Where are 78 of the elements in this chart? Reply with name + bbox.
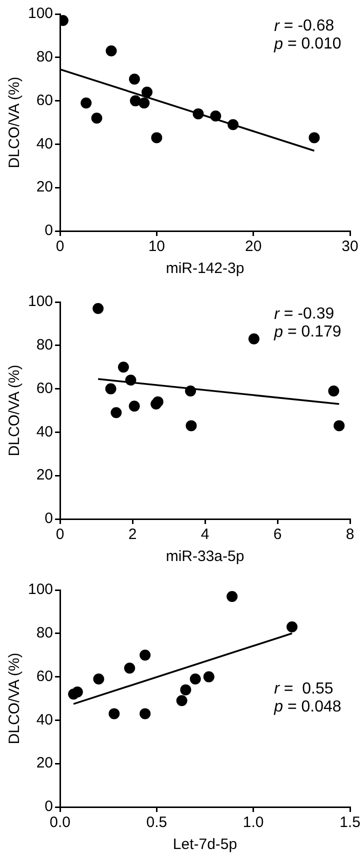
point [203, 671, 214, 682]
point [91, 112, 102, 124]
point [125, 374, 136, 386]
point [128, 74, 140, 85]
y-tick-label: 100 [28, 581, 54, 598]
y-tick-label: 80 [36, 48, 54, 66]
y-tick-label: 0 [44, 222, 54, 240]
x-tick-label: 1.5 [340, 814, 360, 832]
x-tick-label: 10 [148, 238, 166, 256]
y-tick-label: 20 [36, 754, 54, 772]
y-tick-label: 60 [36, 668, 54, 685]
annotation: r = -0.68 [274, 18, 334, 35]
y-tick-label: 100 [28, 293, 54, 310]
point [308, 132, 320, 144]
x-tick-label: 30 [342, 238, 358, 256]
y-tick-label: 80 [36, 336, 54, 354]
y-tick-label: 20 [36, 178, 54, 196]
annotation: r = -0.39 [274, 306, 334, 323]
point [140, 650, 151, 661]
point [176, 695, 188, 706]
point [192, 108, 204, 120]
y-tick-label: 0 [44, 798, 54, 816]
point [140, 708, 151, 720]
x-tick-label: 0 [56, 238, 64, 256]
point [118, 362, 129, 373]
point [328, 385, 340, 396]
x-tick-label: 4 [200, 526, 210, 544]
point [92, 303, 104, 314]
y-tick-label: 0 [44, 510, 54, 528]
y-tick-label: 60 [36, 92, 54, 109]
point [151, 132, 162, 144]
x-tick-label: 2 [128, 526, 137, 544]
point [186, 420, 197, 432]
x-tick-label: 20 [245, 238, 262, 256]
point [105, 383, 116, 394]
y-tick-label: 40 [36, 135, 54, 152]
x-tick-label: 0.0 [50, 814, 70, 832]
annotation: p = 0.179 [273, 324, 342, 341]
x-tick-label: 8 [346, 526, 354, 544]
y-axis-title: DLCO/VA (%) [6, 364, 24, 456]
y-tick-label: 40 [36, 711, 54, 728]
point [210, 110, 222, 122]
point [190, 673, 201, 684]
point [108, 708, 120, 720]
point [286, 621, 298, 632]
point [142, 86, 153, 98]
point [130, 95, 141, 106]
point [80, 97, 92, 108]
point [93, 673, 104, 684]
point [138, 97, 150, 108]
point [226, 591, 238, 602]
y-tick-label: 60 [36, 380, 54, 397]
annotation: p = 0.010 [273, 36, 342, 53]
point [185, 385, 196, 396]
annotation: r = 0.55 [274, 680, 334, 698]
point [128, 400, 140, 412]
point [180, 684, 192, 696]
y-axis-title: DLCO/VA (%) [6, 652, 24, 744]
point [248, 333, 260, 344]
point [110, 407, 122, 418]
y-tick-label: 20 [36, 466, 54, 484]
x-axis-title: miR-33a-5p [166, 548, 244, 566]
x-tick-label: 0.5 [146, 814, 168, 832]
point [228, 119, 239, 130]
x-tick-label: 6 [273, 526, 282, 544]
point [72, 686, 83, 698]
x-tick-label: 1.0 [242, 814, 264, 832]
y-tick-label: 40 [36, 423, 54, 440]
point [106, 45, 117, 56]
y-axis-title: DLCO/VA (%) [6, 76, 24, 168]
point [124, 662, 136, 674]
x-axis-title: miR-142-3p [166, 260, 244, 278]
y-tick-label: 100 [28, 5, 54, 22]
y-tick-label: 80 [36, 624, 54, 642]
annotation: p = 0.048 [273, 698, 342, 716]
x-tick-label: 0 [56, 526, 64, 544]
point [334, 420, 345, 432]
x-axis-title: Let-7d-5p [172, 836, 238, 854]
